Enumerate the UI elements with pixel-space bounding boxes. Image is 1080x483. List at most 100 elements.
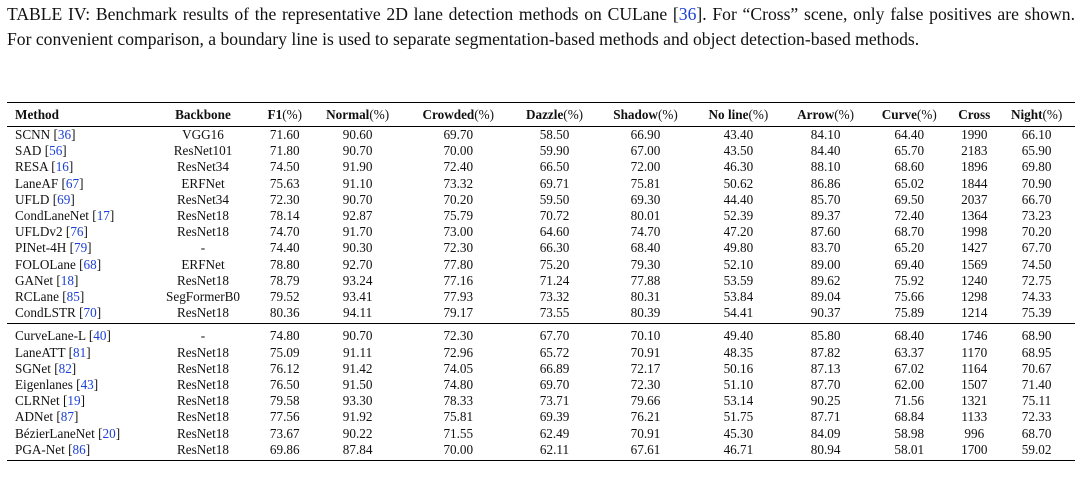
citation-link[interactable]: 76 [70, 224, 84, 240]
citation-link[interactable]: 40 [93, 328, 107, 344]
citation-link[interactable]: 17 [96, 208, 110, 224]
metric-cell: 78.33 [443, 393, 474, 409]
metric-cell: 93.30 [342, 393, 373, 409]
metric-cell: 75.79 [443, 208, 474, 224]
metric-cell: 91.70 [342, 224, 373, 240]
method-cell: UFLDv2 [76] [15, 224, 88, 240]
metric-cell: 80.94 [783, 441, 869, 462]
metric-cell: 85.80 [783, 323, 869, 345]
citation-link[interactable]: 19 [67, 393, 81, 409]
method-name: UFLD [15, 191, 50, 207]
citation-link[interactable]: 87 [60, 409, 74, 425]
metric-cell: 84.40 [810, 143, 841, 159]
metric-cell: 1427 [961, 240, 988, 256]
citation-link[interactable]: 82 [58, 360, 72, 376]
metric-cell: 72.17 [630, 360, 661, 376]
caption-prefix: TABLE IV: Benchmark results of the repre… [7, 4, 679, 24]
metric-cell: 91.11 [343, 344, 373, 360]
metric-cell: 70.00 [404, 441, 512, 462]
citation-link[interactable]: 85 [66, 289, 80, 305]
caption-citation-link[interactable]: 36 [678, 4, 697, 24]
metric-cell: 68.60 [894, 159, 925, 175]
metric-cell: 92.70 [342, 256, 373, 272]
column-header-name: F1 [267, 107, 283, 122]
method-name: LaneAF [15, 175, 59, 191]
metric-cell: 66.30 [539, 240, 570, 256]
metric-cell: 74.40 [269, 240, 300, 256]
metric-cell: 89.00 [810, 256, 841, 272]
backbone-cell: ResNet18 [176, 344, 229, 360]
column-header-name: Night [1010, 107, 1043, 122]
backbone-cell: ResNet18 [176, 409, 229, 425]
benchmark-table: Method Backbone F1(%) Normal(%) Crowded(%) Da… [7, 102, 1075, 462]
metric-cell: 73.32 [539, 289, 570, 305]
metric-cell: 1240 [961, 272, 988, 288]
method-cell: RESA [16] [15, 159, 74, 175]
citation-link[interactable]: 67 [65, 175, 80, 191]
citation-link[interactable]: 16 [55, 159, 69, 175]
table-row: CondLaneNet [17] ResNet18 78.14 92.87 75.79 7… [7, 208, 1075, 224]
table-row: FOLOLane [68] ERFNet 78.80 92.70 77.80 75.20 7… [7, 257, 1075, 273]
metric-cell: 69.40 [894, 256, 925, 272]
backbone-cell: ERFNet [181, 175, 225, 191]
backbone-cell: ResNet18 [176, 377, 229, 393]
column-header-name: No line [708, 107, 749, 122]
table-row: CLRNet [19] ResNet18 79.58 93.30 78.33 73.71 7… [7, 393, 1075, 409]
column-header-unit: (%) [834, 107, 855, 122]
citation-link[interactable]: 81 [73, 344, 87, 360]
metric-cell: 70.10 [597, 323, 694, 345]
metric-cell: 71.60 [269, 127, 300, 142]
metric-cell: 75.39 [1021, 305, 1052, 321]
column-header-unit: (%) [282, 107, 302, 122]
metric-cell: 1214 [961, 305, 988, 321]
backbone-cell: ResNet18 [176, 393, 229, 409]
method-name: PGA-Net [15, 441, 65, 457]
table-row: CondLSTR [70] ResNet18 80.36 94.11 79.17 73.5… [7, 305, 1075, 324]
citation-link[interactable]: 86 [72, 441, 86, 457]
backbone-cell: ResNet101 [173, 143, 233, 159]
citation-link[interactable]: 79 [73, 240, 88, 256]
method-cell: CondLSTR [70] [15, 305, 102, 321]
metric-cell: 1364 [961, 208, 988, 224]
citation-link[interactable]: 68 [83, 256, 97, 272]
backbone-cell: ResNet18 [176, 272, 229, 288]
citation-link[interactable]: 18 [60, 272, 74, 288]
metric-cell: 66.50 [539, 159, 570, 175]
column-header-unit: (%) [916, 107, 937, 122]
metric-cell: 52.39 [723, 208, 754, 224]
metric-cell: 53.59 [723, 272, 754, 288]
method-name: FOLOLane [15, 256, 76, 272]
metric-cell: 71.56 [894, 393, 925, 409]
metric-cell: 90.70 [342, 143, 373, 159]
citation-link[interactable]: 56 [49, 143, 63, 159]
metric-cell: 89.04 [810, 289, 841, 305]
backbone-cell: ResNet18 [176, 305, 229, 321]
metric-cell: 66.70 [1021, 191, 1052, 207]
citation-link[interactable]: 70 [83, 305, 97, 321]
method-name: RESA [15, 159, 48, 175]
metric-cell: 87.84 [310, 441, 405, 462]
table-row: LaneAF [67] ERFNet 75.63 91.10 73.32 69.71 75.… [7, 176, 1075, 192]
metric-cell: 90.30 [342, 240, 373, 256]
metric-cell: 1170 [961, 344, 988, 360]
method-cell: UFLD [69] [15, 191, 75, 207]
metric-cell: 58.50 [539, 127, 570, 142]
metric-cell: 91.42 [342, 360, 373, 376]
metric-cell: 59.90 [539, 143, 570, 159]
column-header-unit: (%) [369, 107, 390, 122]
method-cell: SCNN [36] [15, 127, 76, 142]
metric-cell: 45.30 [723, 425, 754, 441]
metric-cell: 76.21 [630, 409, 661, 425]
citation-link[interactable]: 43 [80, 377, 94, 393]
method-name: CondLaneNet [15, 208, 89, 224]
metric-cell: 73.71 [539, 393, 570, 409]
citation-link[interactable]: 20 [102, 425, 116, 441]
metric-cell: 87.13 [810, 360, 841, 376]
metric-cell: 79.30 [630, 256, 661, 272]
metric-cell: 67.61 [597, 441, 694, 462]
metric-cell: 68.90 [998, 323, 1075, 345]
table-row: BézierLaneNet [20] ResNet18 73.67 90.22 71.5… [7, 426, 1075, 442]
metric-cell: 69.39 [539, 409, 570, 425]
citation-link[interactable]: 36 [57, 127, 72, 142]
citation-link[interactable]: 69 [57, 191, 71, 207]
